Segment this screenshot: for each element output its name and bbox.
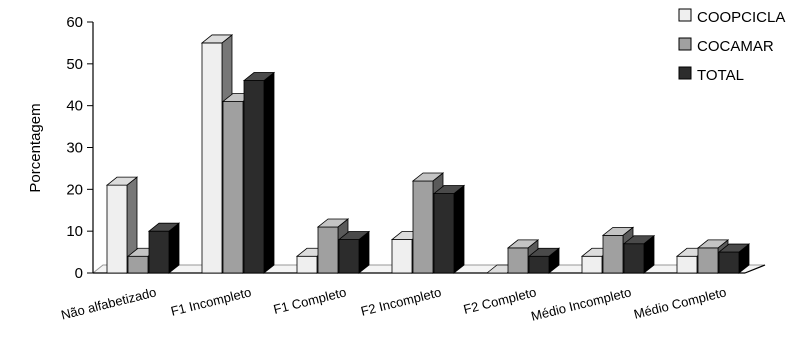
bar xyxy=(717,243,751,274)
legend: COOPCICLA COCAMAR TOTAL xyxy=(678,8,785,84)
bar-front xyxy=(676,255,698,274)
bar-front xyxy=(718,251,740,274)
x-tick-label: F1 Completo xyxy=(272,284,348,317)
y-tick-label: 40 xyxy=(66,98,83,115)
x-tick-label: Médio Incompleto xyxy=(530,284,633,323)
bar-front xyxy=(148,230,170,274)
x-tick-label: F1 Incompleto xyxy=(169,284,253,318)
x-tick-label: Não alfabetizado xyxy=(59,284,157,322)
bar-top xyxy=(105,176,139,186)
bar-front xyxy=(127,255,149,274)
x-tick-label: F2 Completo xyxy=(462,284,538,317)
bar-front xyxy=(528,255,550,274)
y-tick-label: 50 xyxy=(66,56,83,73)
bar-top xyxy=(147,222,181,232)
x-tick-label: Médio Completo xyxy=(632,284,727,321)
bar xyxy=(147,222,181,274)
legend-label: TOTAL xyxy=(697,67,744,84)
bar-top xyxy=(601,226,635,236)
bar-top xyxy=(337,231,371,240)
bar-front xyxy=(391,239,413,274)
y-tick-label: 10 xyxy=(66,223,83,240)
legend-swatch xyxy=(678,37,692,51)
bar-front xyxy=(222,101,244,274)
bar-side xyxy=(168,222,180,274)
y-tick-label: 60 xyxy=(66,14,83,31)
bar-top xyxy=(432,185,466,194)
legend-label: COOPCICLA xyxy=(697,9,785,26)
bar xyxy=(432,184,466,274)
x-axis-end xyxy=(744,264,766,274)
y-ticks: 0 10 20 30 40 50 60 xyxy=(66,14,93,282)
y-tick-label: 20 xyxy=(66,181,83,198)
bar-front xyxy=(623,243,645,274)
bar-top xyxy=(242,72,276,81)
bar-front xyxy=(507,247,529,274)
bar xyxy=(242,71,276,274)
y-axis-title: Porcentagem xyxy=(27,103,44,192)
legend-item: COCAMAR xyxy=(678,37,774,55)
legend-item: TOTAL xyxy=(678,66,744,84)
bar-front xyxy=(412,180,434,274)
bar-top xyxy=(527,247,561,257)
x-tick-label: F2 Incompleto xyxy=(359,284,443,318)
bar xyxy=(105,176,139,274)
bar-front xyxy=(338,239,360,274)
bar-front xyxy=(106,184,128,274)
bar-front xyxy=(317,226,339,274)
legend-label: COCAMAR xyxy=(697,38,774,55)
bar-front xyxy=(697,247,719,274)
bar-top xyxy=(717,243,751,253)
bar-top xyxy=(696,239,730,249)
bar-front xyxy=(243,80,265,274)
bar-top xyxy=(411,172,445,182)
bar-top xyxy=(622,235,656,245)
bar-top xyxy=(316,218,350,228)
bar-front xyxy=(296,255,318,274)
y-tick-label: 0 xyxy=(75,265,83,282)
bar xyxy=(527,247,561,274)
bar xyxy=(622,234,656,274)
x-tick-labels: Não alfabetizado F1 Incompleto F1 Completo… xyxy=(59,284,727,323)
y-tick-label: 30 xyxy=(66,140,83,157)
bar-side xyxy=(263,71,275,274)
bar-front xyxy=(602,234,624,274)
bar xyxy=(337,230,371,274)
bars xyxy=(105,34,751,274)
bar-side xyxy=(453,184,465,274)
legend-swatch xyxy=(678,66,692,80)
bar-front xyxy=(581,255,603,274)
bar-top xyxy=(506,239,540,249)
bar-front xyxy=(201,42,223,274)
legend-swatch xyxy=(678,8,692,22)
bar-front xyxy=(433,193,455,274)
bar-top xyxy=(200,34,234,44)
legend-item: COOPCICLA xyxy=(678,8,785,26)
